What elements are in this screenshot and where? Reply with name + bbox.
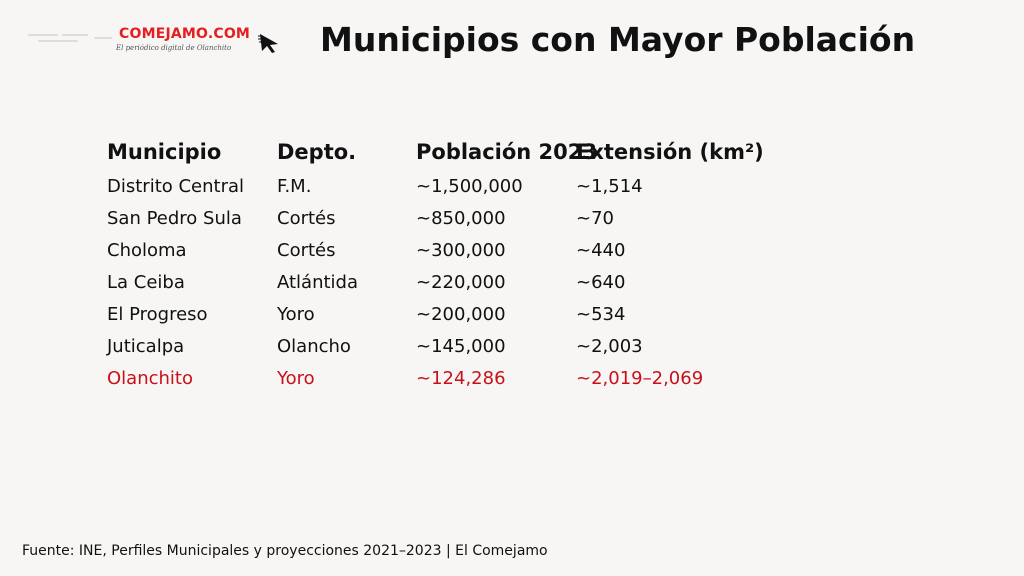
table-cell: La Ceiba — [107, 272, 185, 293]
table-cell: ~300,000 — [416, 240, 506, 261]
table-cell: Cortés — [277, 208, 336, 229]
table-cell: El Progreso — [107, 304, 208, 325]
table-cell: ~220,000 — [416, 272, 506, 293]
table-cell: ~145,000 — [416, 336, 506, 357]
table-cell: ~2,003 — [576, 336, 643, 357]
table-cell: ~1,514 — [576, 176, 643, 197]
table-cell: San Pedro Sula — [107, 208, 242, 229]
logo-brand: COMEJAMO.COM — [119, 26, 251, 42]
table-cell: Atlántida — [277, 272, 359, 293]
table-cell: Juticalpa — [107, 336, 185, 357]
table-cell: ~534 — [576, 304, 626, 325]
header-poblacion: Población 2023 — [416, 140, 598, 164]
table-cell: ~1,500,000 — [416, 176, 523, 197]
header-municipio: Municipio — [107, 140, 222, 164]
table-cell: Distrito Central — [107, 176, 245, 197]
table-cell: Choloma — [107, 240, 187, 261]
table-cell: Yoro — [277, 304, 315, 325]
table-cell: Cortés — [277, 240, 336, 261]
speed-lines-icon — [28, 34, 123, 42]
source-footnote: Fuente: INE, Perfiles Municipales y proy… — [22, 543, 548, 559]
table-cell: ~640 — [576, 272, 626, 293]
highlighted-cell: ~2,019–2,069 — [576, 368, 704, 389]
highlighted-cell: ~124,286 — [416, 368, 506, 389]
table-cell: ~70 — [576, 208, 614, 229]
highlighted-cell: Olanchito — [107, 368, 193, 389]
site-logo[interactable]: COMEJAMO.COM El periódico digital de Ola… — [28, 26, 288, 56]
header-depto: Depto. — [277, 140, 357, 164]
header-extension: Extensión (km²) — [576, 140, 764, 164]
highlighted-cell: Yoro — [277, 368, 315, 389]
cursor-arrow-icon — [258, 34, 278, 53]
table-cell: ~850,000 — [416, 208, 506, 229]
page-title: Municipios con Mayor Población — [320, 20, 916, 59]
table-cell: ~200,000 — [416, 304, 506, 325]
logo-tagline: El periódico digital de Olanchito — [116, 44, 232, 52]
table-cell: F.M. — [277, 176, 312, 197]
table-cell: Olancho — [277, 336, 351, 357]
table-cell: ~440 — [576, 240, 626, 261]
